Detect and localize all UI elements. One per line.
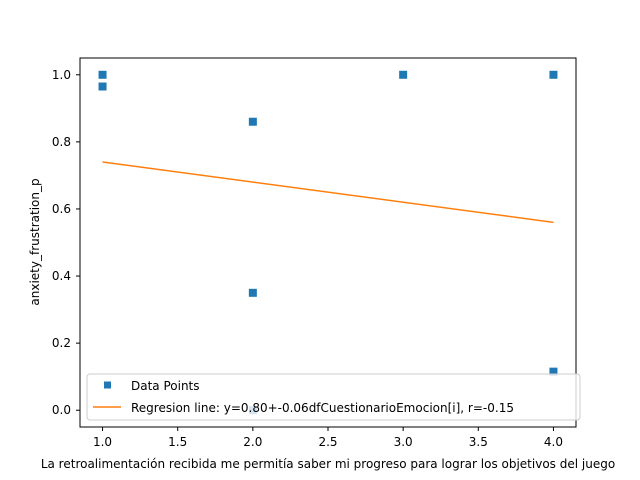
- legend-marker-data-points: [104, 381, 111, 389]
- legend-box: [86, 373, 581, 421]
- data-point-marker: [248, 288, 257, 297]
- x-tick-label: 1.0: [93, 435, 112, 449]
- y-tick-label: 0.2: [52, 336, 71, 350]
- x-tick-label: 4.0: [544, 435, 563, 449]
- x-tick-label: 3.5: [469, 435, 488, 449]
- x-tick-label: 2.5: [318, 435, 337, 449]
- y-tick-label: 0.0: [52, 403, 71, 417]
- ticks-layer: 1.0 1.5 2.0 2.5 3.0 3.5 4.0 0.0 0.2 0.4 0.6 0.8 1.0: [52, 68, 563, 449]
- data-point-marker: [549, 70, 558, 79]
- x-tick-label: 3.0: [394, 435, 413, 449]
- data-point-marker: [98, 70, 107, 79]
- y-axis-label: anxiety_frustration_p: [28, 178, 42, 305]
- y-tick-label: 0.6: [52, 202, 71, 216]
- data-point-marker: [399, 70, 408, 79]
- y-tick-label: 0.8: [52, 135, 71, 149]
- x-tick-label: 2.0: [243, 435, 262, 449]
- legend-label-regression-line: Regresion line: y=0.80+-0.06dfCuestionar…: [131, 401, 514, 415]
- regression-line: [102, 161, 554, 224]
- legend: Data Points Regresion line: y=0.80+-0.06…: [86, 373, 581, 421]
- y-tick-label: 0.4: [52, 269, 71, 283]
- legend-label-data-points: Data Points: [131, 379, 200, 393]
- x-axis-label: La retroalimentación recibida me permití…: [41, 457, 615, 471]
- x-tick-label: 1.5: [168, 435, 187, 449]
- data-point-marker: [248, 117, 257, 126]
- data-point-marker: [549, 367, 558, 376]
- data-point-marker: [98, 82, 107, 91]
- y-tick-label: 1.0: [52, 68, 71, 82]
